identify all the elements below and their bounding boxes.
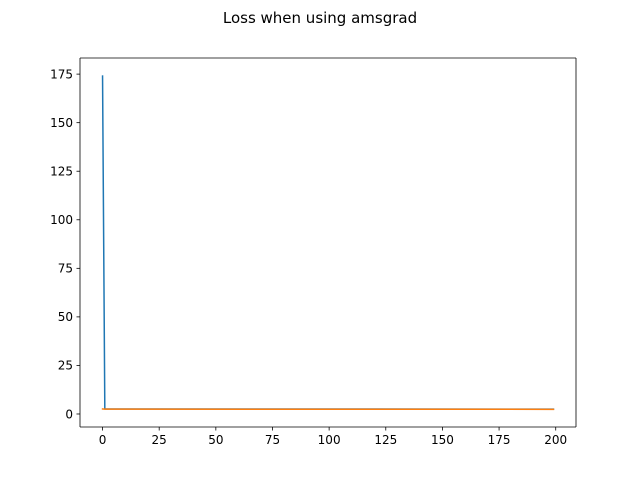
x-tick-label: 150 bbox=[431, 433, 454, 447]
x-tick-label: 200 bbox=[544, 433, 567, 447]
x-tick-label: 75 bbox=[265, 433, 280, 447]
x-tick-label: 175 bbox=[488, 433, 511, 447]
y-tick-label: 0 bbox=[65, 407, 73, 421]
ticks-layer: 0 25 50 75 100 125 150 175 200 0 25 50 75 100 125 150 17… bbox=[50, 67, 567, 447]
axes-layer bbox=[80, 58, 576, 427]
y-tick-label: 75 bbox=[58, 262, 73, 276]
series-line-1 bbox=[103, 76, 554, 409]
y-tick-label: 150 bbox=[50, 116, 73, 130]
series-layer bbox=[103, 76, 554, 409]
x-tick-label: 50 bbox=[208, 433, 223, 447]
y-tick-label: 100 bbox=[50, 213, 73, 227]
x-tick-label: 125 bbox=[374, 433, 397, 447]
y-tick-label: 125 bbox=[50, 165, 73, 179]
y-tick-label: 25 bbox=[58, 359, 73, 373]
x-tick-label: 100 bbox=[318, 433, 341, 447]
y-tick-label: 50 bbox=[58, 310, 73, 324]
y-tick-label: 175 bbox=[50, 67, 73, 81]
chart-title: Loss when using amsgrad bbox=[0, 9, 640, 27]
x-tick-label: 25 bbox=[152, 433, 167, 447]
x-tick-label: 0 bbox=[99, 433, 107, 447]
